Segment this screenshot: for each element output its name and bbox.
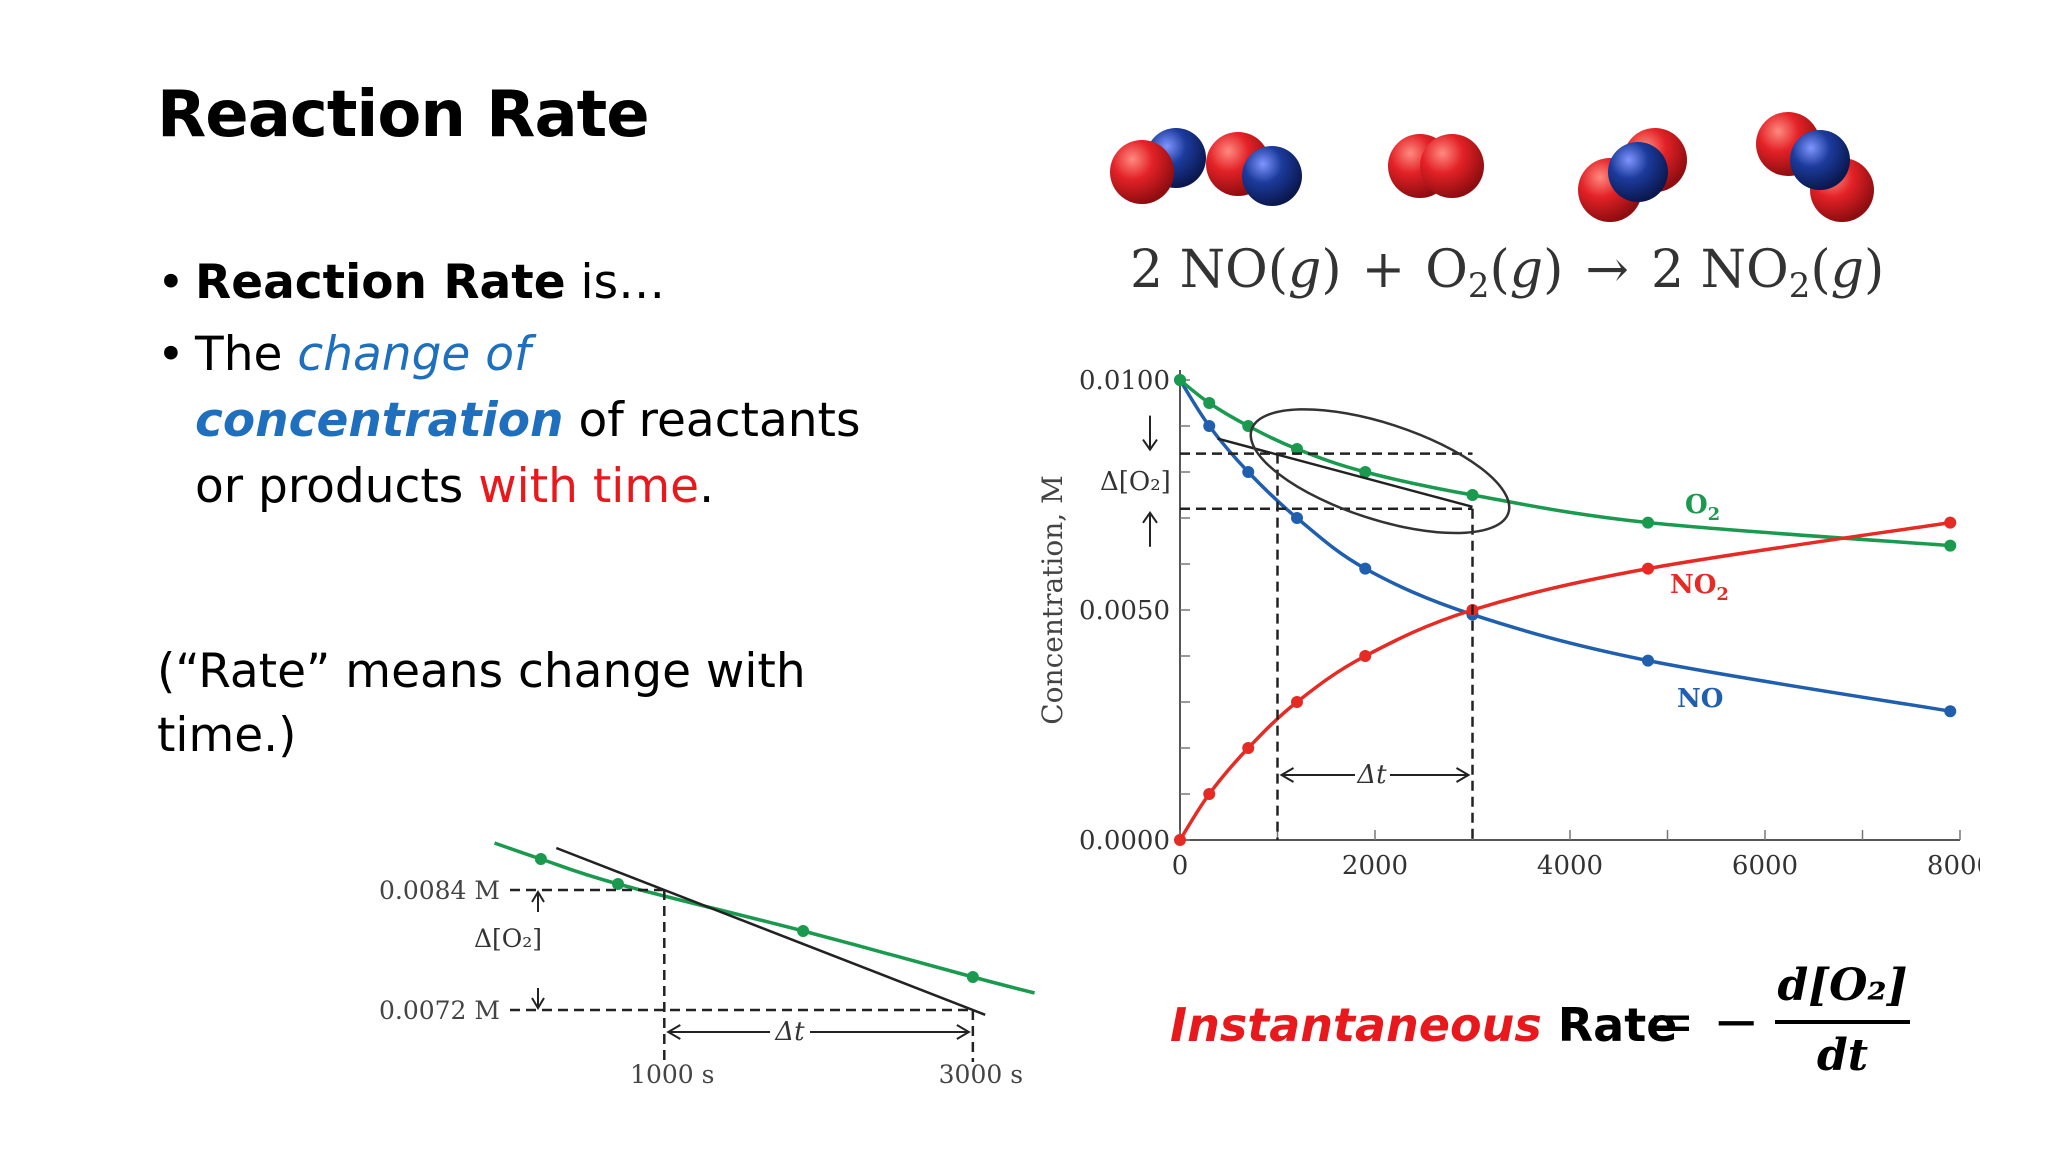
data-point-no2 — [1359, 650, 1372, 662]
instantaneous-rate-formula: Instantaneous Rate = − d[O₂] dt — [1170, 960, 1930, 1100]
reaction-equation-figure: 2 NO(g) + O2(g) → 2 NO2(g) — [1110, 112, 1884, 306]
highlight-ellipse — [1249, 408, 1511, 535]
inset-series-line — [493, 841, 1036, 995]
bullet2-pre: The — [195, 327, 298, 382]
data-point-no — [1291, 512, 1303, 524]
data-point-no2 — [1291, 696, 1303, 708]
chemical-equation: 2 NO(g) + O2(g) → 2 NO2(g) — [1130, 240, 1884, 306]
fraction-bar — [1775, 1020, 1910, 1024]
inset-data-point — [612, 878, 624, 890]
series-label-o2: O2 — [1685, 490, 1720, 525]
concentration-text: concentration — [195, 393, 564, 448]
x-tick-label: 2000 — [1342, 851, 1408, 881]
data-point-no2 — [1174, 834, 1186, 846]
x-tick-label: 6000 — [1732, 851, 1798, 881]
inset-y-tick-label: 0.0084 M — [379, 876, 500, 905]
y-tick-label: 0.0000 — [1079, 826, 1170, 856]
inset-delta-o2-label: Δ[O₂] — [474, 924, 542, 953]
delta-arrow-down — [1142, 415, 1158, 452]
inset-delta-arrow-head — [531, 997, 545, 1010]
y-axis-label: Concentration, M — [1036, 475, 1069, 725]
concentration-chart: 0.0000 0.0050 0.0100 0 2000 4000 6000 8000 Conc… — [1036, 366, 1980, 881]
bullet1-rest: is… — [565, 255, 666, 310]
series-line-no — [1178, 379, 1951, 713]
fraction-denominator: dt — [1816, 1030, 1869, 1081]
inset-delta-t-label: Δt — [774, 1017, 805, 1047]
tangent-inset-chart: 0.0084 M 0.0072 M 1000 s 3000 s Δ[O₂] Δt — [379, 841, 1036, 1089]
y-tick-label: 0.0050 — [1079, 596, 1170, 626]
data-point-o2 — [1466, 489, 1479, 501]
rate-label: Rate — [1541, 998, 1678, 1052]
data-point-o2 — [1642, 516, 1654, 529]
data-point-no2 — [1642, 562, 1654, 575]
inset-y-tick-label: 0.0072 M — [379, 996, 500, 1025]
data-point-o2 — [1944, 539, 1957, 552]
tangent-line — [1217, 437, 1473, 509]
inset-delta-t-head — [956, 1024, 971, 1040]
reaction-rate-term: Reaction Rate — [195, 255, 566, 310]
data-point-no — [1944, 705, 1957, 718]
data-point-no2 — [1944, 516, 1957, 529]
no-molecule-icon — [1110, 128, 1206, 204]
bullet-list: • Reaction Rate is… • The change of conc… — [157, 250, 877, 526]
inset-x-tick-label: 1000 s — [630, 1060, 714, 1089]
delta-arrow-up — [1142, 511, 1158, 547]
data-point-o2 — [1174, 374, 1186, 386]
with-time-text: with time — [478, 459, 700, 514]
delta-o2-label: Δ[O₂] — [1100, 467, 1171, 497]
derivative-fraction: d[O₂] dt — [1775, 960, 1910, 1081]
inset-delta-t-head — [666, 1024, 681, 1040]
change-of-text: change of — [297, 327, 531, 382]
inset-x-tick-label: 3000 s — [939, 1060, 1023, 1089]
inset-data-point — [966, 971, 979, 983]
data-point-o2 — [1291, 443, 1303, 455]
x-tick-label: 0 — [1172, 851, 1189, 881]
delta-t-label: Δt — [1356, 760, 1387, 790]
no2-molecule-icon — [1578, 128, 1687, 222]
delta-t-arrow-head — [1455, 767, 1471, 783]
no2-molecule-icon — [1756, 112, 1874, 222]
slide-title: Reaction Rate — [157, 78, 650, 152]
series-label-no: NO — [1677, 684, 1723, 714]
equals-minus-sign: = − — [1648, 990, 1760, 1055]
inset-tangent-line — [555, 846, 986, 1016]
inset-data-point — [797, 925, 810, 937]
data-point-no — [1642, 654, 1654, 667]
bullet-dot: • — [157, 255, 185, 310]
bullet2-end: . — [699, 459, 715, 514]
data-point-o2 — [1203, 397, 1216, 409]
fraction-numerator: d[O₂] — [1777, 960, 1908, 1011]
series-label-no2: NO2 — [1670, 570, 1729, 605]
data-point-o2 — [1359, 466, 1372, 478]
bullet-dot: • — [157, 327, 185, 382]
formula-left: Instantaneous Rate — [1170, 998, 1677, 1052]
inset-delta-arrow-head — [531, 890, 545, 903]
bullet2-mid: of reactants or products — [195, 393, 861, 514]
x-tick-label: 4000 — [1537, 851, 1603, 881]
series-line-o2 — [1178, 378, 1951, 548]
instantaneous-label: Instantaneous — [1170, 998, 1542, 1052]
o2-molecule-icon — [1388, 134, 1484, 198]
x-tick-label: 8000 — [1927, 851, 1980, 881]
series-line-no2 — [1178, 520, 1951, 841]
inset-data-point — [534, 853, 547, 865]
no-molecule-icon — [1206, 132, 1302, 206]
rate-note: (“Rate” means change with time.) — [157, 644, 806, 763]
bullet-definition: • Reaction Rate is… — [157, 250, 877, 316]
data-point-no — [1242, 466, 1255, 478]
bullet-explanation: • The change of concentration of reactan… — [157, 322, 877, 520]
data-point-no2 — [1203, 788, 1216, 800]
data-point-no2 — [1242, 742, 1255, 754]
data-point-no — [1359, 562, 1372, 575]
data-point-no — [1203, 420, 1216, 432]
delta-t-arrow-head — [1279, 767, 1295, 783]
y-tick-label: 0.0100 — [1079, 366, 1170, 396]
